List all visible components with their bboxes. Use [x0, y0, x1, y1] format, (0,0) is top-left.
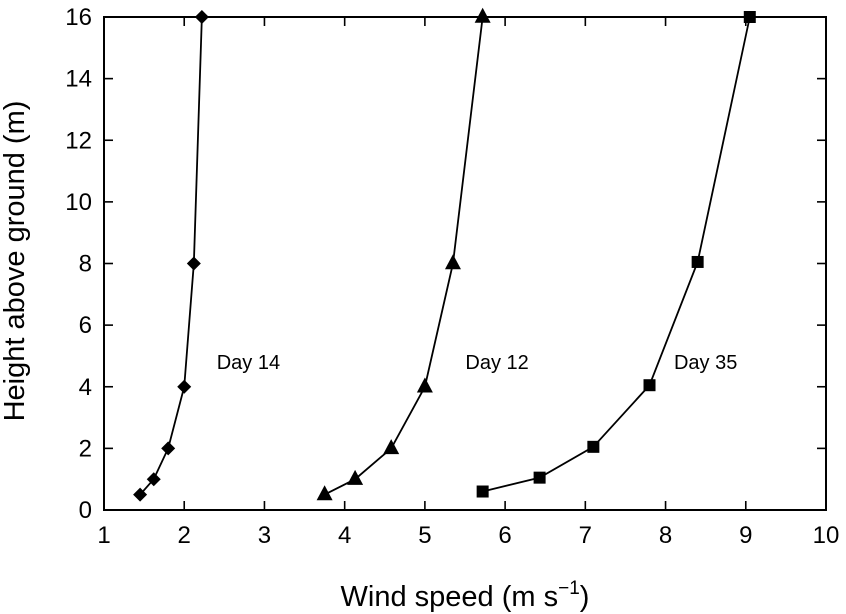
x-axis-title: Wind speed (m s−1) — [341, 578, 590, 613]
square-marker — [533, 471, 546, 484]
triangle-marker — [347, 469, 364, 485]
plot-frame — [103, 16, 827, 511]
square-marker — [587, 440, 600, 453]
diamond-marker — [186, 256, 201, 271]
series-label: Day 14 — [217, 352, 280, 374]
y-axis: 0 2 4 6 8 10 12 14 16 — [65, 4, 826, 524]
diamond-marker — [177, 379, 192, 394]
triangle-marker — [474, 7, 491, 23]
x-tick-label: 5 — [418, 522, 431, 549]
triangle-marker — [383, 439, 400, 455]
square-marker — [643, 379, 656, 392]
y-tick-label: 6 — [79, 312, 92, 339]
y-tick-label: 2 — [79, 435, 92, 462]
series-line-diamond — [139, 16, 203, 496]
x-tick-label: 10 — [813, 522, 840, 549]
plot-area — [103, 16, 827, 511]
series-line-square — [482, 16, 751, 493]
y-tick-label: 10 — [65, 189, 92, 216]
x-tick-label: 1 — [97, 522, 110, 549]
y-tick-label: 16 — [65, 4, 92, 31]
y-tick-label: 0 — [79, 497, 92, 524]
x-tick-label: 3 — [258, 522, 271, 549]
x-tick-label: 2 — [178, 522, 191, 549]
x-tick-label: 6 — [498, 522, 511, 549]
x-tick-label: 4 — [338, 522, 351, 549]
square-marker — [476, 485, 489, 498]
diamond-marker — [161, 441, 176, 456]
square-marker — [691, 255, 704, 268]
series-line-triangle — [324, 16, 484, 496]
triangle-marker — [444, 254, 461, 270]
x-tick-label: 9 — [739, 522, 752, 549]
y-tick-label: 8 — [79, 251, 92, 278]
series-layer: Day 14 Day 12 Day 35 — [133, 7, 756, 502]
series-label: Day 12 — [465, 352, 528, 374]
triangle-marker — [416, 377, 433, 393]
diamond-marker — [146, 472, 161, 487]
y-tick-label: 4 — [79, 374, 92, 401]
square-marker — [743, 11, 756, 23]
x-tick-label: 7 — [579, 522, 592, 549]
y-axis-title: Height above ground (m) — [0, 101, 31, 422]
series-label: Day 35 — [674, 352, 737, 374]
triangle-marker — [316, 485, 333, 501]
y-tick-label: 12 — [65, 127, 92, 154]
x-tick-label: 8 — [659, 522, 672, 549]
x-axis: 1 2 3 4 5 6 7 8 9 10 — [97, 17, 839, 549]
diamond-marker — [194, 10, 209, 24]
y-tick-label: 14 — [65, 66, 92, 93]
diamond-marker — [133, 487, 148, 502]
